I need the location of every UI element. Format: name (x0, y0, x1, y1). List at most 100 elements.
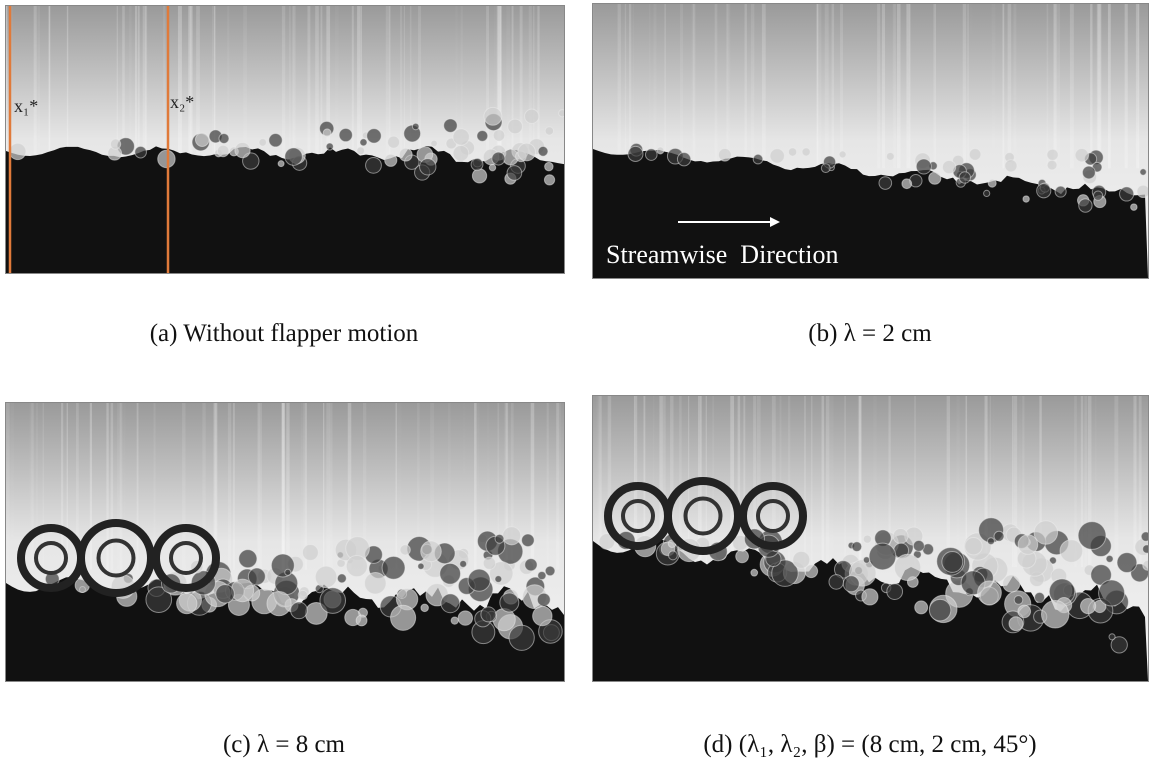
mixing-blob (1047, 149, 1058, 160)
mixing-blob (518, 143, 536, 161)
mixing-blob (545, 127, 553, 135)
caption: (a) Without flapper motion (4, 320, 564, 348)
mixing-blob (285, 148, 302, 165)
mixing-blob (468, 569, 490, 591)
mixing-blob (753, 154, 763, 164)
mixing-blob (657, 147, 664, 154)
mixing-blob (239, 550, 257, 568)
mixing-blob (231, 579, 254, 602)
mixing-blob (302, 545, 318, 561)
mixing-blob (458, 611, 472, 625)
mixing-blob (879, 177, 892, 190)
mixing-blob (509, 625, 534, 650)
mixing-blob (1037, 184, 1051, 198)
mixing-blob (770, 149, 784, 163)
mixing-blob (829, 575, 844, 590)
mixing-blob (1093, 191, 1102, 200)
mixing-blob (1078, 522, 1106, 550)
caption: (c) λ = 8 cm (4, 731, 564, 759)
mixing-blob (929, 172, 941, 184)
mixing-blob (969, 149, 981, 161)
mixing-blob (483, 557, 495, 569)
mixing-blob (1143, 560, 1149, 570)
mixing-blob (538, 571, 546, 579)
mixing-blob (219, 133, 229, 143)
mixing-blob (984, 190, 990, 196)
mixing-blob (421, 604, 429, 612)
mixing-blob (259, 139, 266, 146)
mixing-blob (751, 569, 758, 576)
mixing-blob (1141, 532, 1149, 541)
mixing-blob (852, 542, 862, 552)
mixing-blob (495, 534, 504, 543)
figure: x₁* x₂* Streamwise Direction (a) Without… (0, 0, 1150, 765)
mixing-blob (1014, 596, 1023, 605)
mixing-blob (1106, 555, 1113, 562)
mixing-blob (366, 157, 382, 173)
mixing-blob (669, 551, 678, 560)
mixing-blob (1060, 540, 1083, 563)
mixing-blob (9, 143, 25, 159)
mixing-blob (1082, 166, 1095, 179)
mixing-blob (1075, 149, 1088, 162)
mixing-blob (1117, 553, 1137, 573)
mixing-blob (391, 605, 416, 630)
mixing-blob (493, 130, 505, 142)
mixing-blob (507, 166, 522, 181)
mixing-blob (537, 593, 550, 606)
mixing-blob (235, 142, 250, 157)
mixing-blob (471, 158, 483, 170)
mixing-blob (1137, 185, 1149, 197)
mixing-blob (267, 592, 291, 616)
mixing-blob (367, 129, 381, 143)
mixing-blob (495, 576, 502, 583)
mixing-blob (444, 119, 457, 132)
mixing-blob (451, 617, 458, 624)
mixing-blob (492, 152, 505, 165)
mixing-blob (326, 143, 333, 150)
mixing-blob (440, 563, 461, 584)
mixing-blob (886, 153, 894, 161)
mixing-blob (489, 164, 496, 171)
mixing-blob (356, 615, 367, 626)
marker-label: x₂* (170, 92, 194, 113)
mixing-blob (420, 159, 436, 175)
mixing-blob (365, 572, 387, 594)
mixing-blob (559, 110, 565, 117)
panel-image (592, 3, 1149, 279)
mixing-blob (472, 169, 486, 183)
direction-arrow (670, 212, 790, 232)
mixing-blob (315, 566, 337, 588)
mixing-blob (533, 606, 552, 625)
mixing-blob (843, 576, 859, 592)
mixing-blob (894, 554, 920, 580)
mixing-blob (1003, 575, 1020, 592)
mixing-blob (862, 589, 878, 605)
mixing-blob (453, 129, 469, 145)
mixing-blob (887, 584, 903, 600)
mixing-blob (1140, 169, 1146, 175)
mixing-blob (388, 136, 400, 148)
mixing-blob (525, 559, 537, 571)
mixing-blob (431, 140, 437, 146)
mixing-blob (1018, 535, 1038, 555)
mixing-blob (399, 148, 412, 161)
mixing-blob (1041, 601, 1068, 628)
mixing-blob (217, 145, 229, 157)
mixing-blob (400, 545, 410, 555)
mixing-blob (158, 150, 175, 167)
mixing-blob (481, 607, 496, 622)
mixing-blob (320, 588, 346, 614)
mixing-blob (1079, 199, 1092, 212)
panel-image (592, 395, 1149, 682)
mixing-blob (421, 541, 442, 562)
mixing-blob (1047, 160, 1057, 170)
mixing-blob (1080, 598, 1095, 613)
mixing-blob (460, 561, 467, 568)
mixing-blob (135, 146, 147, 158)
mixing-blob (357, 147, 365, 155)
mixing-blob (385, 154, 397, 166)
mixing-blob (110, 139, 120, 149)
mixing-blob (628, 146, 643, 161)
mixing-blob (929, 599, 950, 620)
